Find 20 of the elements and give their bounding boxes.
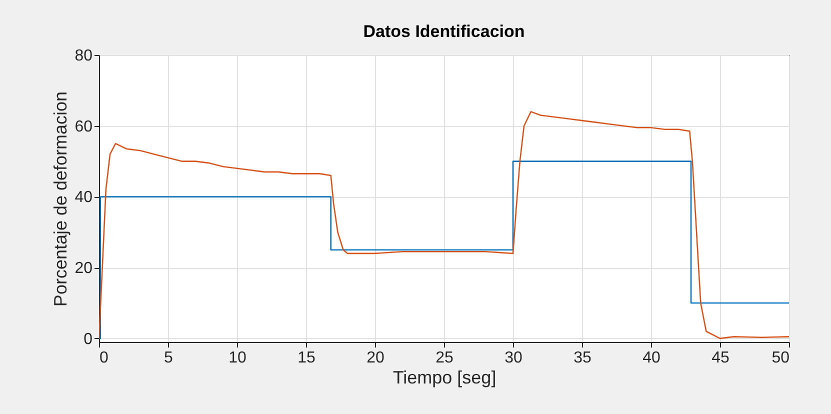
x-tick-label: 20 <box>366 350 384 366</box>
x-axis-title: Tiempo [seg] <box>392 368 496 388</box>
x-tick-label: 40 <box>642 350 660 366</box>
y-axis-title: Porcentaje de deformacion <box>50 91 71 307</box>
y-tick-label: 20 <box>74 260 93 278</box>
y-tick-label: 0 <box>84 330 93 348</box>
x-tick-label: 5 <box>164 350 174 366</box>
x-tick-label: 35 <box>574 350 592 366</box>
line-series <box>99 111 789 340</box>
x-tick-label: 45 <box>712 350 730 366</box>
y-tick-label: 40 <box>74 189 93 206</box>
y-tick-label: 80 <box>74 48 93 64</box>
x-tick-label: 25 <box>436 350 454 366</box>
x-tick-label: 0 <box>100 350 108 366</box>
y-tick-label: 60 <box>74 118 93 136</box>
x-tick-label: 15 <box>298 350 316 366</box>
chart-title: Datos Identificacion <box>363 22 525 41</box>
x-tick-label: 30 <box>504 350 522 366</box>
x-tick-label: 50 <box>772 350 790 366</box>
x-tick-label: 10 <box>228 350 246 366</box>
